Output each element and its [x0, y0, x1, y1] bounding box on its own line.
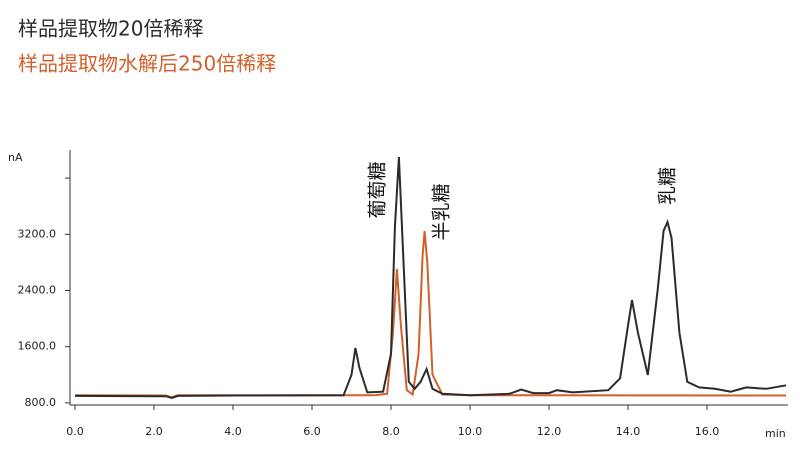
- peak-annotation: 乳糖: [657, 167, 679, 205]
- x-tick-label: 0.0: [66, 425, 84, 438]
- x-tick-label: 10.0: [458, 425, 483, 438]
- legend-label: 样品提取物水解后250倍稀释: [18, 52, 276, 76]
- series-line: [74, 156, 787, 400]
- x-tick-label: 16.0: [695, 425, 720, 438]
- peak-annotation: 半乳糖: [431, 183, 453, 240]
- series-line: [74, 230, 787, 399]
- y-tick-label: 800.0: [25, 396, 57, 409]
- x-tick-label: 12.0: [537, 425, 562, 438]
- y-tick-label: 1600.0: [18, 340, 57, 353]
- x-tick-label: 14.0: [616, 425, 641, 438]
- y-tick-label: 3200.0: [18, 227, 57, 240]
- peak-annotation: 葡萄糖: [367, 161, 389, 218]
- y-axis-label: nA: [8, 151, 23, 164]
- x-axis-label: min: [765, 427, 786, 440]
- y-tick-label: 2400.0: [18, 283, 57, 296]
- x-tick-label: 2.0: [145, 425, 163, 438]
- x-tick-label: 8.0: [382, 425, 400, 438]
- x-tick-label: 4.0: [224, 425, 242, 438]
- x-tick-label: 6.0: [303, 425, 321, 438]
- legend-label: 样品提取物20倍稀释: [18, 17, 203, 41]
